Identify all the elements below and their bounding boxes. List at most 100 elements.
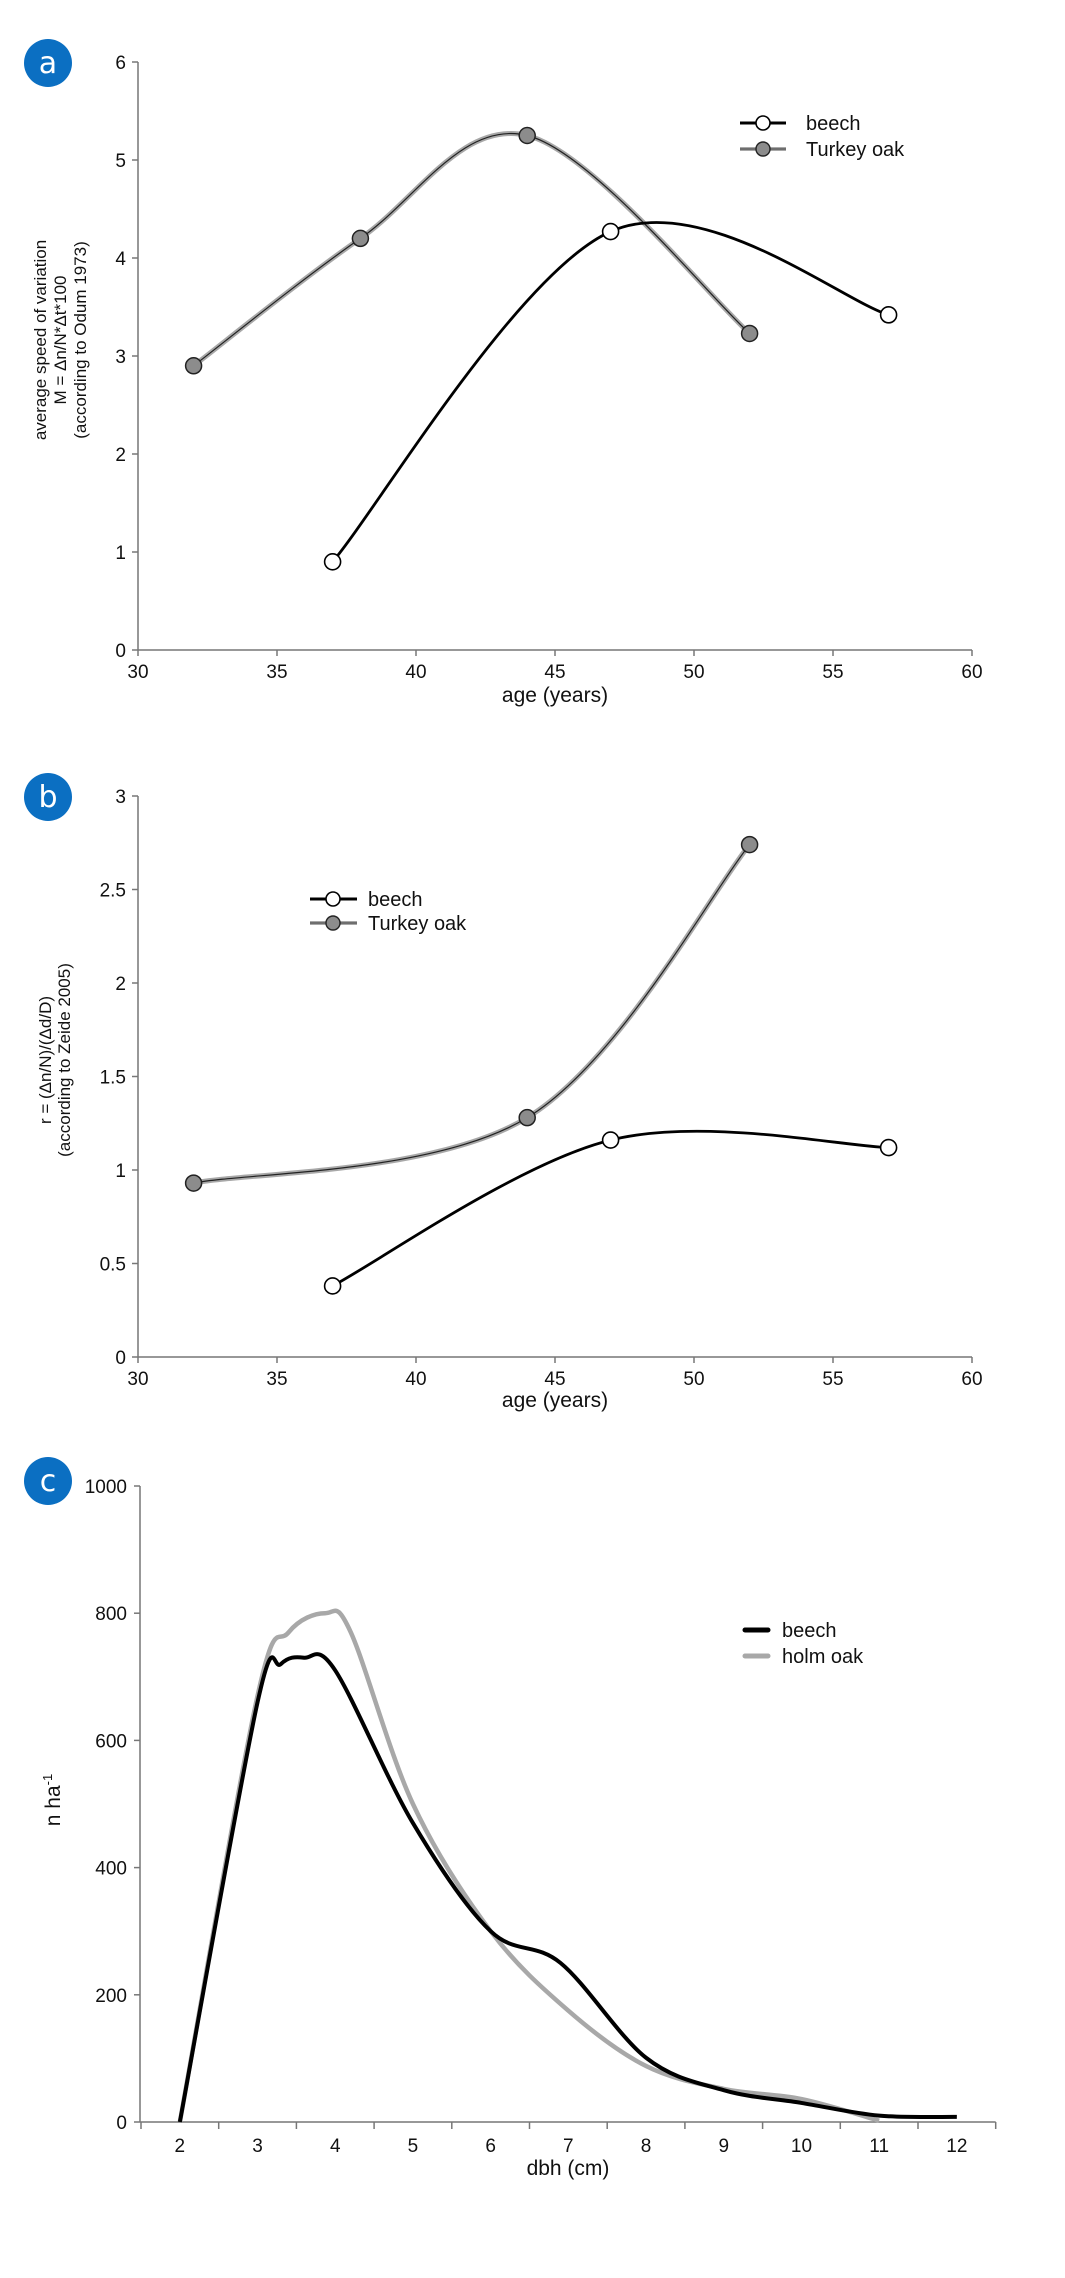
x-tick-label: 8	[641, 2136, 652, 2157]
legend-a-oak: Turkey oak	[740, 139, 905, 161]
panel-badge-a: a	[24, 39, 72, 87]
legend-label-beech: beech	[782, 1620, 837, 1642]
x-tick-label: 60	[961, 1369, 982, 1390]
data-point-turkey-oak	[518, 126, 536, 145]
legend-b: beech Turkey oak	[310, 889, 467, 935]
y-axis-title-a-line3: (according to Odum 1973)	[71, 241, 90, 439]
x-tick-label: 4	[330, 2136, 341, 2157]
x-tick-label: 30	[127, 662, 148, 683]
data-point-beech	[323, 552, 342, 571]
data-point-turkey-oak	[740, 324, 759, 343]
y-tick-label: 400	[95, 1859, 127, 1880]
y-tick-label: 2.5	[100, 881, 126, 902]
panel-label-c: c	[40, 1464, 57, 1499]
x-tick-label: 6	[485, 2136, 496, 2157]
legend-label-turkey-oak: Turkey oak	[368, 913, 467, 935]
x-tick-label: 11	[869, 2136, 889, 2157]
chart-panel-c: 0 200 400 600 800 1000 2 3 4 5 6 7 8 9 10 11 12	[85, 1477, 997, 2157]
series-line-turkey-oak	[193, 133, 750, 367]
y-axis-title-c: n ha-1	[40, 1774, 65, 1826]
y-tick-label: 0	[116, 2113, 127, 2134]
x-axis-title-a: age (years)	[502, 684, 608, 707]
chart-panel-b: 0 0.5 1 1.5 2 2.5 3 30 35 40 45 50 55 60	[100, 787, 983, 1390]
x-tick-label: 40	[405, 1369, 426, 1390]
legend-label-beech: beech	[368, 889, 423, 911]
x-tick-label: 40	[405, 662, 426, 683]
data-point-beech	[879, 1138, 898, 1157]
x-tick-label: 10	[791, 2136, 812, 2157]
series-line-holm-oak	[177, 1608, 880, 2123]
y-tick-label: 1000	[85, 1477, 127, 1498]
y-axis-title-a-line2: M = Δn/N*Δt*100	[51, 275, 70, 404]
x-tick-label: 50	[683, 1369, 704, 1390]
data-point-turkey-oak	[351, 229, 370, 248]
panel-badge-c: c	[24, 1457, 72, 1505]
x-tick-label: 35	[266, 1369, 287, 1390]
y-tick-label: 0	[115, 641, 126, 662]
y-axis-title-c-sup: -1	[40, 1774, 55, 1786]
series-line-turkey-oak-halo	[192, 131, 752, 368]
panel-label-a: a	[39, 46, 57, 81]
y-tick-label: 5	[115, 151, 126, 172]
panel-label-b: b	[38, 780, 57, 815]
y-tick-label: 1	[115, 543, 126, 564]
legend-label-beech: beech	[806, 113, 861, 135]
x-tick-label: 12	[946, 2136, 967, 2157]
x-tick-label: 2	[175, 2136, 186, 2157]
y-tick-label: 0.5	[100, 1255, 126, 1276]
series-line-beech	[331, 221, 890, 563]
x-axis-title-c: dbh (cm)	[527, 2157, 610, 2180]
x-tick-label: 35	[266, 662, 287, 683]
y-tick-label: 6	[115, 53, 126, 74]
y-axis-title-a: average speed of variation M = Δn/N*Δt*1…	[31, 240, 90, 440]
y-tick-label: 3	[115, 787, 126, 808]
legend-c-holm-oak: holm oak	[742, 1646, 864, 1668]
data-point-turkey-oak	[518, 1108, 536, 1127]
legend-a: beech Turkey oak	[740, 113, 905, 161]
y-tick-label: 600	[95, 1731, 127, 1752]
y-axis-title-a-line1: average speed of variation	[31, 240, 50, 440]
legend-marker-beech	[755, 115, 771, 131]
legend-label-turkey-oak: Turkey oak	[806, 139, 905, 161]
legend-c: beech holm oak	[742, 1620, 864, 1668]
x-tick-label: 55	[822, 662, 843, 683]
x-tick-label: 50	[683, 662, 704, 683]
data-point-beech	[323, 1277, 342, 1295]
y-axis-title-b-line2: (according to Zeide 2005)	[55, 963, 74, 1157]
series-line-beech	[177, 1652, 957, 2123]
legend-label-holm-oak: holm oak	[782, 1646, 864, 1668]
data-point-turkey-oak	[740, 835, 759, 854]
y-axis-title-b-line1: r = (Δn/N)/(Δd/D)	[36, 996, 55, 1124]
x-tick-label: 45	[544, 1369, 565, 1390]
svg-text:n ha-1: n ha-1	[40, 1774, 65, 1826]
y-tick-label: 4	[115, 249, 126, 270]
y-tick-label: 2	[115, 974, 126, 995]
y-tick-label: 200	[95, 1986, 127, 2007]
y-tick-label: 1.5	[100, 1068, 126, 1089]
y-tick-label: 800	[95, 1604, 127, 1625]
legend-c-beech: beech	[742, 1620, 837, 1642]
data-point-turkey-oak	[184, 1174, 203, 1192]
legend-marker-turkey-oak	[325, 915, 341, 931]
data-point-beech	[879, 306, 898, 324]
y-tick-label: 0	[115, 1348, 126, 1369]
panel-badge-b: b	[24, 773, 72, 821]
x-tick-label: 5	[408, 2136, 419, 2157]
legend-b-beech: beech	[310, 889, 423, 911]
y-tick-label: 3	[115, 347, 126, 368]
x-tick-label: 3	[252, 2136, 263, 2157]
data-point-turkey-oak	[184, 357, 203, 375]
y-tick-label: 1	[115, 1161, 126, 1182]
x-tick-label: 7	[563, 2136, 574, 2157]
legend-a-beech: beech	[740, 113, 861, 135]
x-tick-label: 45	[544, 662, 565, 683]
x-tick-label: 9	[718, 2136, 729, 2157]
y-axis-title-c-text: n ha	[42, 1785, 65, 1826]
x-tick-label: 55	[822, 1369, 843, 1390]
data-point-beech	[601, 222, 620, 241]
x-tick-label: 60	[961, 662, 982, 683]
y-tick-label: 2	[115, 445, 126, 466]
